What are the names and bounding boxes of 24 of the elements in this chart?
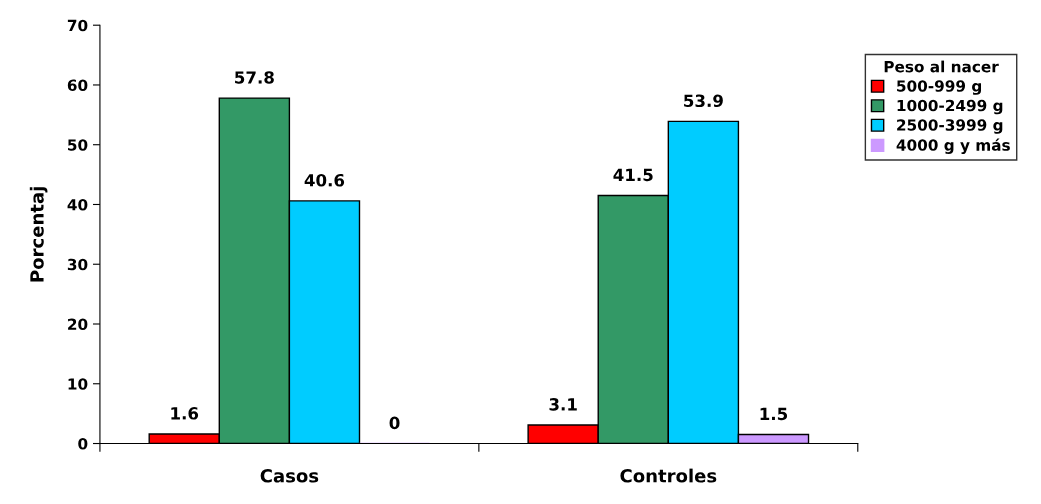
legend-label: 4000 g y más bbox=[896, 138, 1010, 154]
data-label: 40.6 bbox=[304, 173, 345, 187]
y-tick-label: 40 bbox=[67, 198, 88, 211]
y-tick-label: 10 bbox=[68, 378, 88, 390]
x-tick-label: Controles bbox=[620, 468, 717, 483]
data-label: 1.5 bbox=[760, 407, 788, 421]
legend-label: 1000-2499 g bbox=[897, 99, 1003, 115]
y-tick-label: 20 bbox=[68, 318, 88, 331]
data-label: 53.9 bbox=[684, 94, 723, 108]
y-axis-title: Porcentaj bbox=[29, 187, 48, 282]
y-tick-label: 30 bbox=[67, 258, 88, 271]
data-label: 3.1 bbox=[549, 398, 577, 411]
data-label: 0 bbox=[389, 416, 400, 430]
y-tick-label: 50 bbox=[68, 139, 88, 151]
legend-title: Peso al nacer bbox=[884, 60, 999, 73]
legend-label: 500-999 g bbox=[897, 80, 982, 95]
data-label: 1.6 bbox=[171, 407, 199, 420]
y-tick-label: 60 bbox=[67, 79, 88, 91]
y-tick-label: 70 bbox=[67, 19, 88, 32]
y-tick-label: 0 bbox=[78, 437, 88, 450]
data-label: 57.8 bbox=[235, 71, 274, 84]
x-tick-label: Casos bbox=[260, 468, 319, 483]
data-label: 41.5 bbox=[613, 168, 653, 182]
legend-label: 2500-3999 g bbox=[897, 119, 1003, 134]
